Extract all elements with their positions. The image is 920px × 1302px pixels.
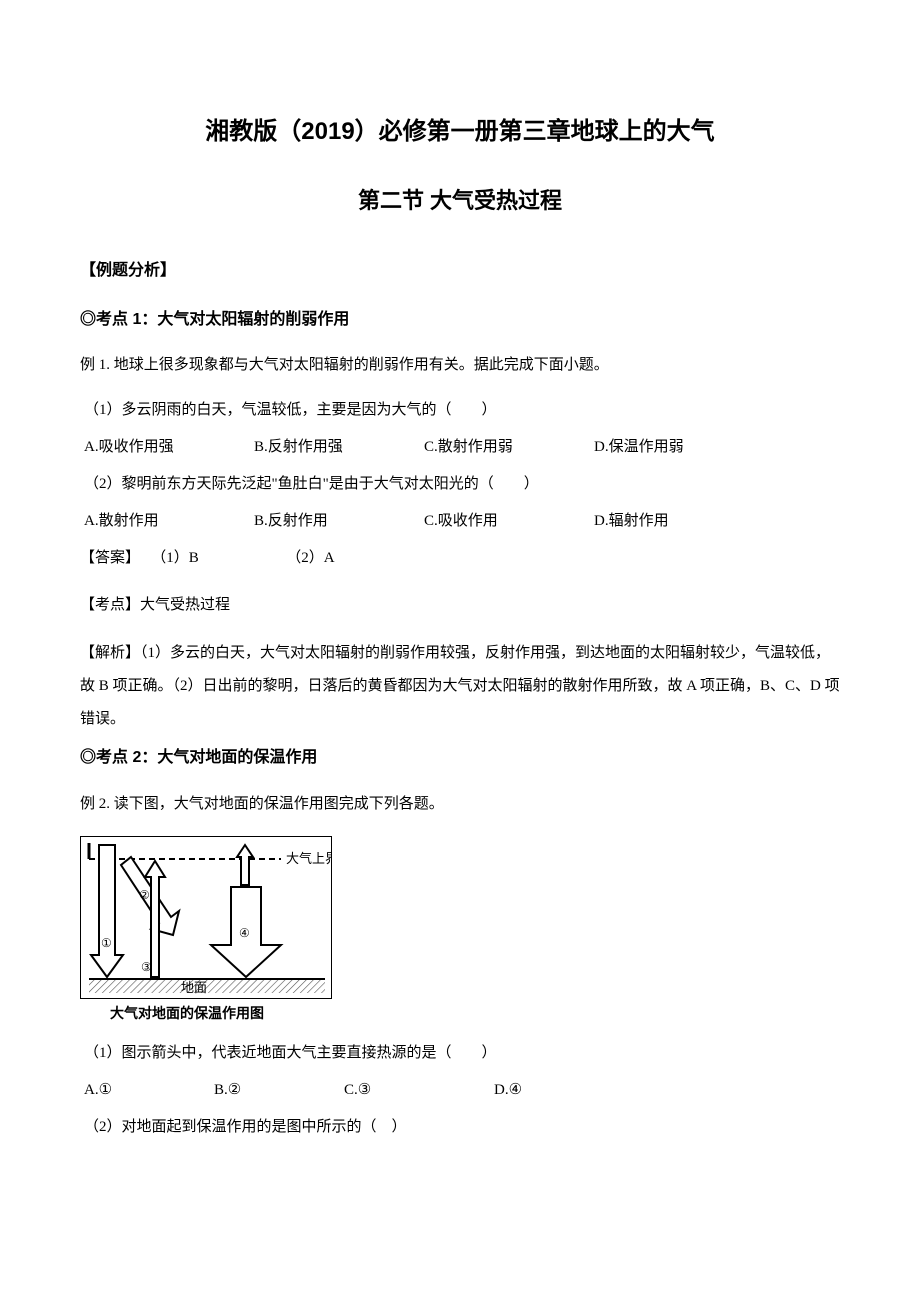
example-1-q1: （1）多云阴雨的白天，气温较低，主要是因为大气的（ ） bbox=[80, 397, 840, 424]
label-n2: ② bbox=[139, 888, 150, 902]
example-1-answer: 【答案】 （1）B （2）A bbox=[80, 545, 840, 572]
opt-b: B.反射作用强 bbox=[254, 434, 424, 461]
label-n1: ① bbox=[101, 936, 112, 950]
opt-d: D.④ bbox=[494, 1077, 614, 1104]
example-2-q1-options: A.① B.② C.③ D.④ bbox=[80, 1077, 840, 1104]
opt-c: C.吸收作用 bbox=[424, 508, 594, 535]
opt-d: D.保温作用弱 bbox=[594, 434, 764, 461]
title-sub: 第二节 大气受热过程 bbox=[80, 181, 840, 221]
opt-b: B.反射作用 bbox=[254, 508, 424, 535]
opt-a: A.① bbox=[84, 1077, 214, 1104]
title-main: 湘教版（2019）必修第一册第三章地球上的大气 bbox=[80, 110, 840, 153]
opt-c: C.③ bbox=[344, 1077, 494, 1104]
figure-block: 大气上界 地面 ① ② ③ ④ bbox=[80, 836, 840, 1026]
label-ground: 地面 bbox=[181, 980, 207, 995]
example-2-stem: 例 2. 读下图，大气对地面的保温作用图完成下列各题。 bbox=[80, 791, 840, 818]
opt-d: D.辐射作用 bbox=[594, 508, 764, 535]
example-1-stem: 例 1. 地球上很多现象都与大气对太阳辐射的削弱作用有关。据此完成下面小题。 bbox=[80, 352, 840, 379]
label-top: 大气上界 bbox=[286, 851, 332, 866]
opt-b: B.② bbox=[214, 1077, 344, 1104]
example-1-kaodian: 【考点】大气受热过程 bbox=[80, 592, 840, 619]
exam-point-2-heading: ◎考点 2：大气对地面的保温作用 bbox=[80, 744, 840, 773]
figure-caption: 大气对地面的保温作用图 bbox=[80, 1001, 840, 1026]
example-1-q2-options: A.散射作用 B.反射作用 C.吸收作用 D.辐射作用 bbox=[80, 508, 840, 535]
opt-a: A.吸收作用强 bbox=[84, 434, 254, 461]
answer-1: （1）B bbox=[151, 550, 199, 566]
example-2-q2: （2）对地面起到保温作用的是图中所示的（ ） bbox=[80, 1114, 840, 1141]
answer-label: 【答案】 bbox=[80, 550, 133, 566]
opt-a: A.散射作用 bbox=[84, 508, 254, 535]
insulation-figure: 大气上界 地面 ① ② ③ ④ bbox=[80, 836, 332, 999]
opt-c: C.散射作用弱 bbox=[424, 434, 594, 461]
example-2-q1: （1）图示箭头中，代表近地面大气主要直接热源的是（ ） bbox=[80, 1040, 840, 1067]
label-n3: ③ bbox=[141, 960, 152, 974]
example-1-q2: （2）黎明前东方天际先泛起"鱼肚白"是由于大气对太阳光的（ ） bbox=[80, 471, 840, 498]
section-header: 【例题分析】 bbox=[80, 257, 840, 286]
label-n4: ④ bbox=[239, 926, 250, 940]
exam-point-1-heading: ◎考点 1：大气对太阳辐射的削弱作用 bbox=[80, 306, 840, 335]
answer-2: （2）A bbox=[286, 550, 334, 566]
example-1-jiexi: 【解析】（1）多云的白天，大气对太阳辐射的削弱作用较强，反射作用强，到达地面的太… bbox=[80, 637, 840, 736]
example-1-q1-options: A.吸收作用强 B.反射作用强 C.散射作用弱 D.保温作用弱 bbox=[80, 434, 840, 461]
